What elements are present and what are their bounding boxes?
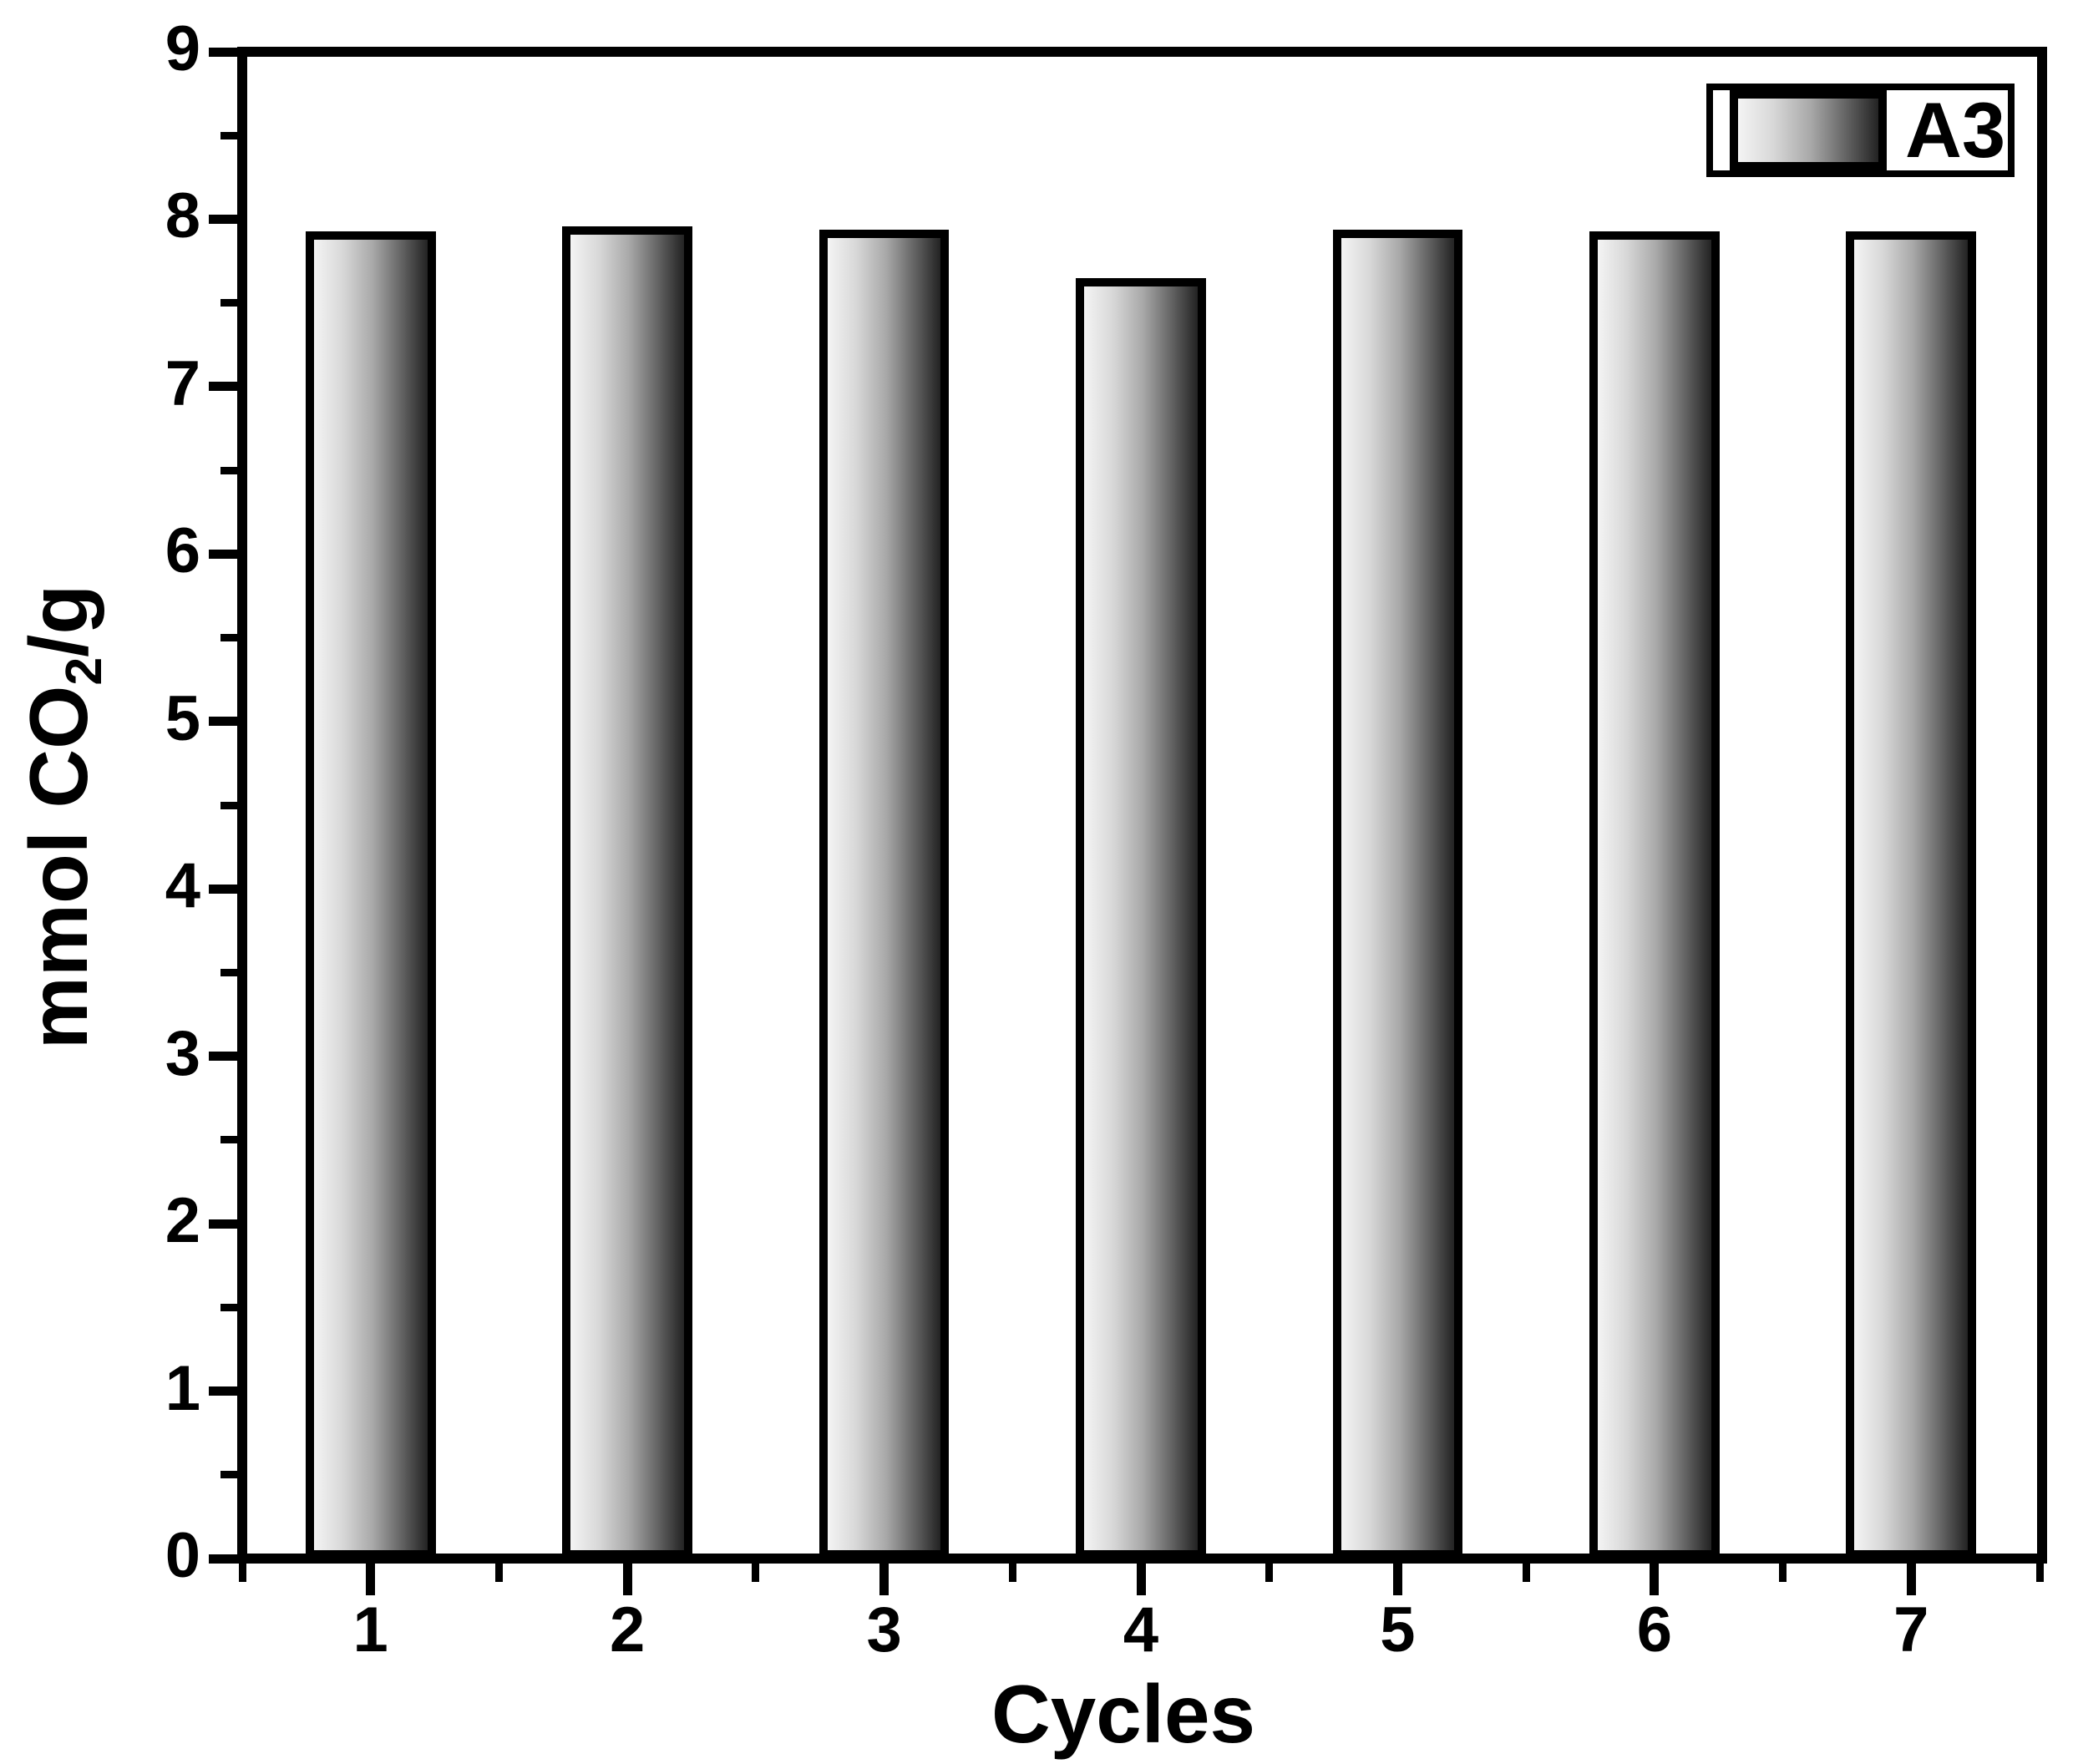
y-axis-major-tick	[209, 1386, 237, 1396]
x-axis-major-tick	[1906, 1564, 1916, 1595]
legend: A3	[1706, 84, 2015, 177]
x-axis-minor-tick	[1779, 1564, 1787, 1582]
y-axis-tick-label: 3	[165, 1017, 200, 1089]
x-axis-tick-label: 2	[609, 1594, 646, 1665]
y-axis-tick-label: 9	[165, 13, 200, 84]
y-axis-major-tick	[209, 382, 237, 392]
y-axis-tick-label: 6	[165, 515, 200, 587]
y-axis-minor-tick	[220, 1136, 237, 1144]
y-axis-major-tick	[209, 214, 237, 224]
y-axis-major-tick	[209, 47, 237, 57]
x-axis-minor-tick	[238, 1564, 246, 1582]
x-axis-minor-tick	[1008, 1564, 1016, 1582]
bar-cycle-6	[1589, 231, 1720, 1559]
x-axis-minor-tick	[1265, 1564, 1274, 1582]
y-axis-major-tick	[209, 717, 237, 727]
bar-cycle-3	[819, 229, 950, 1559]
y-axis-major-tick	[209, 549, 237, 559]
x-axis-tick-label: 4	[1123, 1594, 1159, 1665]
y-axis-minor-tick	[220, 1471, 237, 1479]
y-axis-major-tick	[209, 884, 237, 894]
x-axis-tick-label: 6	[1636, 1594, 1673, 1665]
x-axis-minor-tick	[2035, 1564, 2044, 1582]
x-axis-tick-label: 5	[1380, 1594, 1416, 1665]
y-axis-tick-label: 4	[165, 850, 200, 922]
y-axis-minor-tick	[220, 299, 237, 307]
y-axis-tick-label: 7	[165, 347, 200, 419]
x-axis-major-tick	[879, 1564, 889, 1595]
y-axis-tick-label: 8	[165, 180, 200, 252]
bar-cycle-7	[1846, 231, 1977, 1559]
y-axis-title-subscript: 2	[55, 656, 113, 686]
y-axis-minor-tick	[220, 968, 237, 976]
x-axis-tick-label: 3	[866, 1594, 902, 1665]
bar-cycle-1	[305, 231, 436, 1559]
bar-cycle-4	[1076, 277, 1206, 1559]
y-axis-minor-tick	[220, 466, 237, 474]
x-axis-minor-tick	[1522, 1564, 1530, 1582]
x-axis-major-tick	[622, 1564, 632, 1595]
y-axis-major-tick	[209, 1052, 237, 1062]
y-axis-tick-label: 5	[165, 682, 200, 754]
y-axis-minor-tick	[220, 801, 237, 809]
legend-label: A3	[1905, 86, 2006, 174]
x-axis-minor-tick	[494, 1564, 503, 1582]
y-axis-tick-label: 2	[165, 1185, 200, 1257]
y-axis-minor-tick	[220, 1303, 237, 1311]
x-axis-tick-label: 1	[352, 1594, 388, 1665]
x-axis-minor-tick	[752, 1564, 760, 1582]
x-axis-major-tick	[1650, 1564, 1660, 1595]
x-axis-major-tick	[1392, 1564, 1402, 1595]
y-axis-major-tick	[209, 1554, 237, 1564]
y-axis-major-tick	[209, 1219, 237, 1229]
y-axis-title-suffix: /g	[13, 584, 105, 657]
bar-cycle-5	[1332, 229, 1463, 1559]
x-axis-tick-label: 7	[1893, 1594, 1929, 1665]
y-axis-minor-tick	[220, 634, 237, 642]
x-axis-major-tick	[1136, 1564, 1146, 1595]
y-axis-minor-tick	[220, 131, 237, 139]
y-axis-tick-label: 0	[165, 1519, 200, 1591]
y-axis-title: mmol CO2/g	[13, 585, 113, 1049]
legend-swatch-gradient	[1730, 90, 1887, 170]
y-axis-tick-label: 1	[165, 1352, 200, 1424]
x-axis-title: Cycles	[991, 1668, 1256, 1760]
bar-cycle-2	[562, 226, 693, 1559]
x-axis-major-tick	[366, 1564, 376, 1595]
